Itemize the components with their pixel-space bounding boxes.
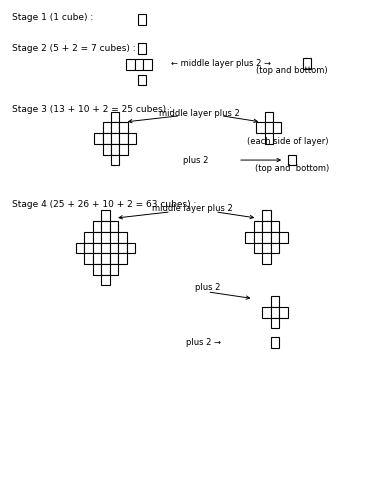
Bar bbox=[101, 243, 110, 253]
Bar bbox=[101, 210, 110, 221]
Text: plus 2: plus 2 bbox=[183, 156, 209, 164]
Bar bbox=[110, 221, 118, 232]
Bar bbox=[93, 221, 101, 232]
Text: Stage 2 (5 + 2 = 7 cubes) :: Stage 2 (5 + 2 = 7 cubes) : bbox=[12, 44, 135, 53]
Bar bbox=[271, 337, 279, 348]
Bar bbox=[93, 264, 101, 275]
Bar bbox=[101, 232, 110, 243]
Bar bbox=[110, 232, 118, 243]
Bar bbox=[279, 232, 288, 243]
Bar bbox=[262, 210, 271, 221]
Text: Stage 4 (25 + 26 + 10 + 2 = 63 cubes) :: Stage 4 (25 + 26 + 10 + 2 = 63 cubes) : bbox=[12, 201, 196, 209]
Bar bbox=[262, 232, 271, 243]
Bar bbox=[118, 232, 127, 243]
Bar bbox=[265, 112, 273, 122]
Bar bbox=[101, 275, 110, 285]
Bar bbox=[271, 296, 279, 307]
Text: (top and  bottom): (top and bottom) bbox=[255, 164, 329, 173]
Bar bbox=[127, 243, 135, 253]
Bar bbox=[271, 221, 279, 232]
Text: middle layer plus 2: middle layer plus 2 bbox=[152, 204, 232, 213]
Bar bbox=[111, 133, 119, 144]
Text: plus 2 →: plus 2 → bbox=[186, 338, 221, 347]
Bar bbox=[84, 253, 93, 264]
Bar bbox=[138, 43, 146, 54]
Text: middle layer plus 2: middle layer plus 2 bbox=[159, 109, 240, 118]
Bar bbox=[118, 253, 127, 264]
Text: Stage 3 (13 + 10 + 2 = 25 cubes) :: Stage 3 (13 + 10 + 2 = 25 cubes) : bbox=[12, 105, 171, 114]
Bar bbox=[143, 59, 152, 70]
Bar bbox=[265, 133, 273, 144]
Bar bbox=[119, 144, 128, 155]
Bar bbox=[262, 243, 271, 253]
Bar bbox=[119, 122, 128, 133]
Bar bbox=[93, 253, 101, 264]
Bar bbox=[271, 232, 279, 243]
Bar bbox=[103, 122, 111, 133]
Bar bbox=[101, 264, 110, 275]
Bar bbox=[265, 122, 273, 133]
Bar bbox=[138, 14, 146, 25]
Bar bbox=[93, 232, 101, 243]
Bar bbox=[262, 221, 271, 232]
Bar bbox=[256, 122, 265, 133]
Bar bbox=[128, 133, 136, 144]
Bar bbox=[76, 243, 84, 253]
Bar bbox=[111, 112, 119, 122]
Bar bbox=[271, 318, 279, 328]
Bar bbox=[110, 264, 118, 275]
Bar bbox=[271, 243, 279, 253]
Bar bbox=[271, 307, 279, 318]
Text: ← middle layer plus 2 →: ← middle layer plus 2 → bbox=[171, 59, 271, 68]
Bar bbox=[254, 232, 262, 243]
Bar bbox=[111, 155, 119, 165]
Bar bbox=[101, 221, 110, 232]
Bar bbox=[279, 307, 288, 318]
Text: (each side of layer): (each side of layer) bbox=[247, 137, 329, 146]
Text: plus 2: plus 2 bbox=[195, 284, 220, 292]
Bar bbox=[126, 59, 135, 70]
Bar bbox=[111, 144, 119, 155]
Text: Stage 1 (1 cube) :: Stage 1 (1 cube) : bbox=[12, 13, 93, 21]
Bar bbox=[110, 253, 118, 264]
Bar bbox=[103, 133, 111, 144]
Text: (top and bottom): (top and bottom) bbox=[256, 66, 328, 75]
Bar bbox=[118, 243, 127, 253]
Bar bbox=[254, 221, 262, 232]
Bar bbox=[110, 243, 118, 253]
Bar bbox=[101, 253, 110, 264]
Bar bbox=[135, 59, 143, 70]
Bar bbox=[262, 253, 271, 264]
Bar bbox=[262, 307, 271, 318]
Bar bbox=[273, 122, 281, 133]
Bar bbox=[288, 155, 296, 165]
Bar bbox=[103, 144, 111, 155]
Bar bbox=[138, 75, 146, 85]
Bar bbox=[111, 122, 119, 133]
Bar bbox=[303, 58, 311, 69]
Bar bbox=[93, 243, 101, 253]
Bar bbox=[245, 232, 254, 243]
Bar bbox=[84, 232, 93, 243]
Bar bbox=[119, 133, 128, 144]
Bar bbox=[94, 133, 103, 144]
Bar bbox=[254, 243, 262, 253]
Bar bbox=[84, 243, 93, 253]
